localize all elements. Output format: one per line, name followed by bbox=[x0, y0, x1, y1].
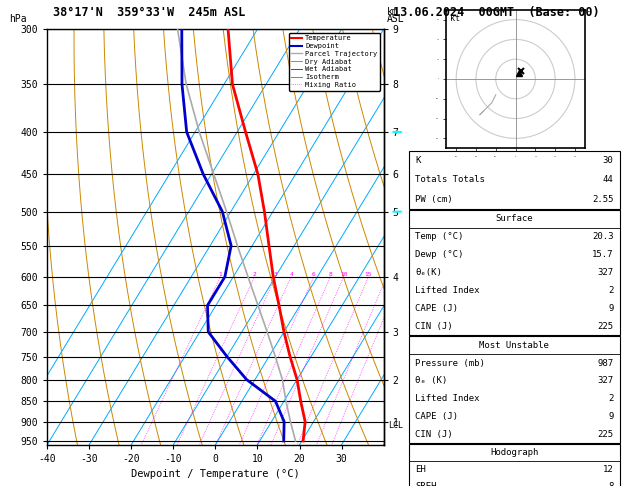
Text: 2.55: 2.55 bbox=[592, 195, 613, 204]
Text: 10: 10 bbox=[340, 272, 347, 277]
Text: CAPE (J): CAPE (J) bbox=[415, 304, 459, 313]
Text: ASL: ASL bbox=[387, 14, 404, 24]
Text: PW (cm): PW (cm) bbox=[415, 195, 453, 204]
Text: LCL: LCL bbox=[388, 421, 403, 430]
Text: 327: 327 bbox=[598, 376, 613, 385]
Text: 9: 9 bbox=[608, 412, 613, 421]
Text: θₑ (K): θₑ (K) bbox=[415, 376, 448, 385]
Text: CIN (J): CIN (J) bbox=[415, 322, 453, 331]
Text: 15: 15 bbox=[365, 272, 372, 277]
Text: 9: 9 bbox=[608, 304, 613, 313]
Text: K: K bbox=[415, 156, 421, 165]
Text: 1: 1 bbox=[218, 272, 222, 277]
Text: 225: 225 bbox=[598, 430, 613, 439]
Bar bbox=[408, 210, 620, 335]
Text: 15.7: 15.7 bbox=[592, 250, 613, 259]
Text: EH: EH bbox=[415, 466, 426, 474]
Text: 13.06.2024  00GMT  (Base: 00): 13.06.2024 00GMT (Base: 00) bbox=[393, 6, 599, 19]
Text: 2: 2 bbox=[253, 272, 257, 277]
Text: Hodograph: Hodograph bbox=[490, 448, 538, 457]
Text: Most Unstable: Most Unstable bbox=[479, 341, 549, 350]
Text: SREH: SREH bbox=[415, 483, 437, 486]
Text: Dewp (°C): Dewp (°C) bbox=[415, 250, 464, 259]
Text: Surface: Surface bbox=[496, 214, 533, 224]
Text: 987: 987 bbox=[598, 359, 613, 367]
Text: 225: 225 bbox=[598, 322, 613, 331]
Text: 44: 44 bbox=[603, 175, 613, 184]
Bar bbox=[408, 444, 620, 486]
Text: Totals Totals: Totals Totals bbox=[415, 175, 485, 184]
Text: hPa: hPa bbox=[9, 14, 27, 24]
Text: Lifted Index: Lifted Index bbox=[415, 394, 480, 403]
Text: 6: 6 bbox=[312, 272, 316, 277]
Bar bbox=[408, 151, 620, 209]
Text: CAPE (J): CAPE (J) bbox=[415, 412, 459, 421]
Text: 2: 2 bbox=[608, 286, 613, 295]
Bar bbox=[408, 336, 620, 443]
Text: 4: 4 bbox=[289, 272, 293, 277]
Text: 2: 2 bbox=[608, 394, 613, 403]
Text: Pressure (mb): Pressure (mb) bbox=[415, 359, 485, 367]
Text: 3: 3 bbox=[274, 272, 277, 277]
Text: 30: 30 bbox=[603, 156, 613, 165]
Text: 12: 12 bbox=[603, 466, 613, 474]
Text: 38°17'N  359°33'W  245m ASL: 38°17'N 359°33'W 245m ASL bbox=[53, 6, 246, 19]
Text: km: km bbox=[387, 7, 399, 17]
Text: Lifted Index: Lifted Index bbox=[415, 286, 480, 295]
Text: θₑ(K): θₑ(K) bbox=[415, 268, 442, 277]
X-axis label: Dewpoint / Temperature (°C): Dewpoint / Temperature (°C) bbox=[131, 469, 300, 479]
Text: 327: 327 bbox=[598, 268, 613, 277]
Text: CIN (J): CIN (J) bbox=[415, 430, 453, 439]
Text: 8: 8 bbox=[328, 272, 332, 277]
Text: 20.3: 20.3 bbox=[592, 232, 613, 242]
Text: 8: 8 bbox=[608, 483, 613, 486]
Legend: Temperature, Dewpoint, Parcel Trajectory, Dry Adiabat, Wet Adiabat, Isotherm, Mi: Temperature, Dewpoint, Parcel Trajectory… bbox=[289, 33, 380, 90]
Text: Temp (°C): Temp (°C) bbox=[415, 232, 464, 242]
